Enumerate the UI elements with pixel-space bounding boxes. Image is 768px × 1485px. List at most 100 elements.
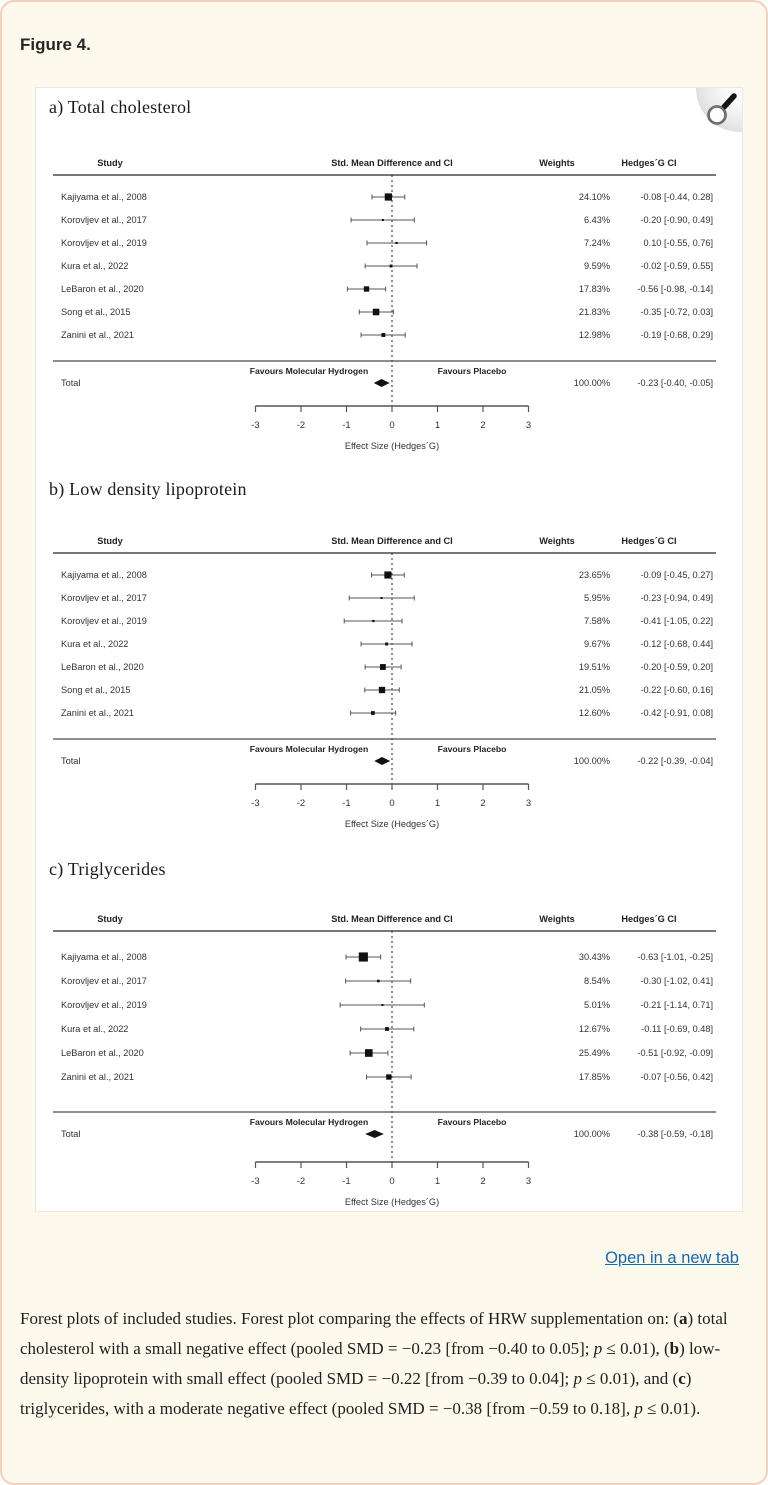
point-estimate-marker <box>358 952 368 962</box>
forest-row: Zanini et al., 2021 12.98% -0.19 [-0.68, 0… <box>61 330 713 340</box>
caption-segment: b <box>669 1339 680 1358</box>
x-tick-label: 3 <box>526 1176 531 1187</box>
caption-segment: ≤ 0.01), and ( <box>582 1369 679 1388</box>
study-name: Korovljev et al., 2017 <box>61 976 147 986</box>
point-estimate-marker <box>395 241 398 245</box>
caption-segment: p <box>593 1339 603 1358</box>
col-header-weights: Weights <box>539 914 575 924</box>
total-label: Total <box>61 378 80 388</box>
col-header-hedges: Hedges´G CI <box>621 914 676 924</box>
point-estimate-marker <box>386 1074 392 1080</box>
forest-plot-ldl: Study Std. Mean Difference and CI Weights H… <box>53 536 716 829</box>
hedges-ci-value: -0.51 [-0.92, -0.09] <box>637 1048 713 1058</box>
col-header-study: Study <box>97 536 123 546</box>
weight-value: 7.58% <box>584 616 610 626</box>
x-tick-label: -1 <box>342 798 350 809</box>
col-header-smd: Std. Mean Difference and CI <box>331 158 453 168</box>
col-header-weights: Weights <box>539 536 575 546</box>
weight-value: 19.51% <box>579 662 610 672</box>
hedges-ci-value: -0.22 [-0.60, 0.16] <box>640 685 713 695</box>
weight-value: 8.54% <box>584 976 610 986</box>
point-estimate-marker <box>384 193 392 201</box>
point-estimate-marker <box>372 619 375 623</box>
forest-row: Korovljev et al., 2019 7.58% -0.41 [-1.05,… <box>61 616 713 626</box>
forest-row: Zanini et al., 2021 12.60% -0.42 [-0.91, 0… <box>61 708 713 718</box>
hedges-ci-value: -0.56 [-0.98, -0.14] <box>637 284 713 294</box>
x-tick-label: 1 <box>435 1176 440 1187</box>
weight-value: 25.49% <box>579 1048 610 1058</box>
forest-row: Kura et al., 2022 9.59% -0.02 [-0.59, 0.55… <box>61 261 713 271</box>
weight-value: 12.98% <box>579 330 610 340</box>
open-in-new-tab-link[interactable]: Open in a new tab <box>605 1249 739 1267</box>
study-name: Korovljev et al., 2019 <box>61 616 147 626</box>
total-label: Total <box>61 1129 80 1139</box>
weight-value: 12.67% <box>579 1024 610 1034</box>
x-tick-label: -3 <box>251 798 259 809</box>
forest-row: LeBaron et al., 2020 19.51% -0.20 [-0.59, … <box>61 662 713 672</box>
study-name: Kajiyama et al., 2008 <box>61 952 147 962</box>
point-estimate-marker <box>377 979 380 983</box>
study-name: LeBaron et al., 2020 <box>61 662 144 672</box>
hedges-ci-value: 0.10 [-0.55, 0.76] <box>644 238 713 248</box>
col-header-weights: Weights <box>539 158 575 168</box>
hedges-ci-value: -0.20 [-0.90, 0.49] <box>640 215 713 225</box>
x-tick-label: 2 <box>480 1176 485 1187</box>
x-tick-label: -1 <box>342 420 350 431</box>
weight-value: 9.59% <box>584 261 610 271</box>
x-tick-label: -2 <box>297 798 305 809</box>
forest-row: Korovljev et al., 2017 5.95% -0.23 [-0.94,… <box>61 593 713 603</box>
weight-value: 6.43% <box>584 215 610 225</box>
weight-value: 12.60% <box>579 708 610 718</box>
col-header-smd: Std. Mean Difference and CI <box>331 914 453 924</box>
x-tick-label: 0 <box>389 420 394 431</box>
forest-row: Zanini et al., 2021 17.85% -0.07 [-0.56, 0… <box>61 1072 713 1082</box>
col-header-study: Study <box>97 914 123 924</box>
study-name: Song et al., 2015 <box>61 307 130 317</box>
favours-left-label: Favours Molecular Hydrogen <box>250 366 368 376</box>
forest-total-row: Total 100.00% -0.22 [-0.39, -0.04] <box>61 756 713 766</box>
study-name: Kura et al., 2022 <box>61 639 128 649</box>
forest-row: Korovljev et al., 2019 5.01% -0.21 [-1.14,… <box>61 1000 713 1010</box>
study-name: Korovljev et al., 2017 <box>61 593 147 603</box>
weight-value: 17.83% <box>579 284 610 294</box>
favours-left-label: Favours Molecular Hydrogen <box>250 1117 368 1127</box>
forest-row: Song et al., 2015 21.05% -0.22 [-0.60, 0.1… <box>61 685 713 695</box>
favours-left-label: Favours Molecular Hydrogen <box>250 744 368 754</box>
figure-zoom-button[interactable] <box>696 88 742 132</box>
forest-row: Kajiyama et al., 2008 23.65% -0.09 [-0.45,… <box>61 570 713 580</box>
hedges-ci-value: -0.07 [-0.56, 0.42] <box>640 1072 713 1082</box>
study-name: Kura et al., 2022 <box>61 261 128 271</box>
study-name: Zanini et al., 2021 <box>61 330 134 340</box>
panel-a-title: a) Total cholesterol <box>49 97 192 117</box>
weight-value: 7.24% <box>584 238 610 248</box>
figure-box: a) Total cholesterol Study Std. Mean Diff… <box>35 87 743 1212</box>
x-tick-label: -2 <box>297 420 305 431</box>
caption-segment: a <box>678 1309 688 1328</box>
total-diamond <box>374 757 391 765</box>
point-estimate-marker <box>385 1027 389 1031</box>
favours-right-label: Favours Placebo <box>438 744 507 754</box>
favours-right-label: Favours Placebo <box>438 366 507 376</box>
x-tick-label: -1 <box>342 1176 350 1187</box>
study-name: Song et al., 2015 <box>61 685 130 695</box>
panel-b-title: b) Low density lipoprotein <box>49 479 247 499</box>
x-axis-title: Effect Size (Hedges´G) <box>345 1197 439 1207</box>
point-estimate-marker <box>389 264 393 268</box>
study-name: Kajiyama et al., 2008 <box>61 192 147 202</box>
forest-total-row: Total 100.00% -0.38 [-0.59, -0.18] <box>61 1129 713 1139</box>
x-tick-label: -2 <box>297 1176 305 1187</box>
weight-value: 9.67% <box>584 639 610 649</box>
hedges-ci-value: -0.21 [-1.14, 0.71] <box>640 1000 713 1010</box>
x-tick-label: -3 <box>251 1176 259 1187</box>
weight-value: 23.65% <box>579 570 610 580</box>
study-name: Korovljev et al., 2017 <box>61 215 147 225</box>
weight-value: 5.01% <box>584 1000 610 1010</box>
forest-row: Kajiyama et al., 2008 30.43% -0.63 [-1.01,… <box>61 952 713 962</box>
caption-segment: ) triglycerides, with a moderate negativ… <box>20 1369 692 1418</box>
point-estimate-marker <box>372 308 380 316</box>
forest-total-row: Total 100.00% -0.23 [-0.40, -0.05] <box>61 378 713 388</box>
hedges-ci-value: -0.02 [-0.59, 0.55] <box>640 261 713 271</box>
weight-value: 5.95% <box>584 593 610 603</box>
x-tick-label: 2 <box>480 420 485 431</box>
